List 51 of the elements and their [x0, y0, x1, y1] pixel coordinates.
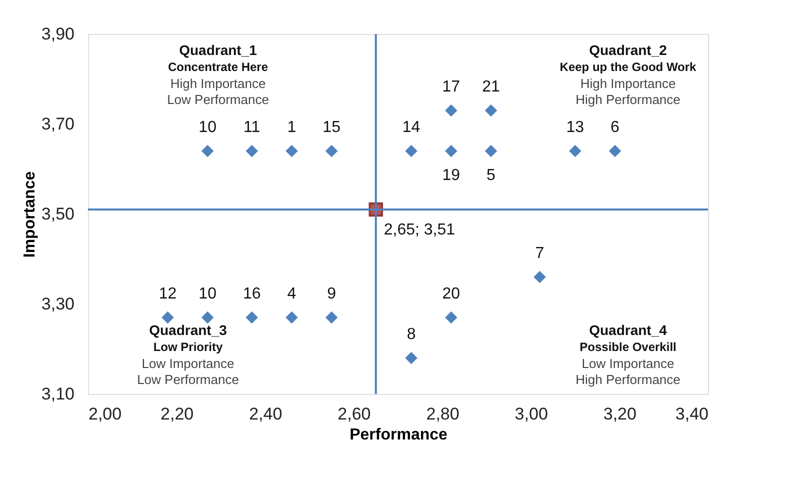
- series-label: 12: [158, 286, 177, 302]
- series-label: 5: [486, 167, 496, 184]
- series-label: 21: [482, 78, 500, 96]
- series-label: 9: [327, 286, 336, 302]
- series-label: 6: [610, 119, 620, 136]
- annotation: Concentrate Here: [168, 60, 268, 74]
- x-tick-label: 3,00: [514, 404, 548, 424]
- series-label: 13: [566, 119, 584, 136]
- data-label: 2,65; 3,51: [384, 222, 456, 238]
- series-label: 20: [442, 286, 460, 302]
- annotation: High Importance: [170, 76, 266, 91]
- y-tick-label: 3,10: [41, 384, 74, 404]
- x-tick-label: 3,40: [675, 404, 708, 424]
- series-label: 7: [535, 245, 544, 262]
- annotation: Low Performance: [167, 92, 269, 107]
- annotation: Low Performance: [137, 372, 239, 387]
- x-axis-title: Performance: [350, 426, 448, 444]
- annotation: Quadrant_4: [589, 322, 668, 338]
- x-tick-label: 2,80: [426, 404, 460, 424]
- series-label: 16: [242, 286, 261, 302]
- series-label: 19: [442, 167, 460, 184]
- series-label: 17: [442, 78, 460, 96]
- x-tick-label: 3,20: [603, 404, 636, 424]
- x-tick-label: 2,40: [249, 404, 282, 424]
- series-label: 14: [402, 119, 420, 136]
- annotation: Low Importance: [582, 356, 674, 371]
- y-tick-label: 3,90: [41, 24, 74, 44]
- annotation: Low Importance: [142, 356, 234, 371]
- annotation: Keep up the Good Work: [560, 60, 697, 74]
- series-label: 4: [287, 286, 296, 302]
- series-label: 8: [406, 326, 416, 343]
- annotation: Low Priority: [153, 340, 223, 354]
- series-label: 15: [322, 119, 341, 136]
- annotation: Quadrant_2: [589, 42, 668, 58]
- series-label: 11: [244, 119, 260, 136]
- annotation: Quadrant_1: [179, 42, 258, 58]
- annotation: High Importance: [580, 76, 676, 91]
- y-tick-label: 3,30: [41, 294, 74, 314]
- y-tick-label: 3,70: [41, 114, 74, 134]
- annotation: High Performance: [576, 92, 680, 107]
- x-tick-label: 2,00: [88, 404, 122, 424]
- y-tick-label: 3,50: [41, 204, 74, 224]
- annotation: Possible Overkill: [580, 340, 676, 354]
- x-tick-label: 2,20: [160, 404, 194, 424]
- series-label: 10: [198, 286, 217, 302]
- annotation: Quadrant_3: [149, 322, 228, 338]
- y-axis-title: Importance: [21, 171, 38, 258]
- x-tick-label: 2,60: [338, 404, 371, 424]
- annotation: High Performance: [576, 372, 680, 387]
- series-label: 10: [198, 119, 217, 136]
- series-label: 1: [287, 119, 296, 136]
